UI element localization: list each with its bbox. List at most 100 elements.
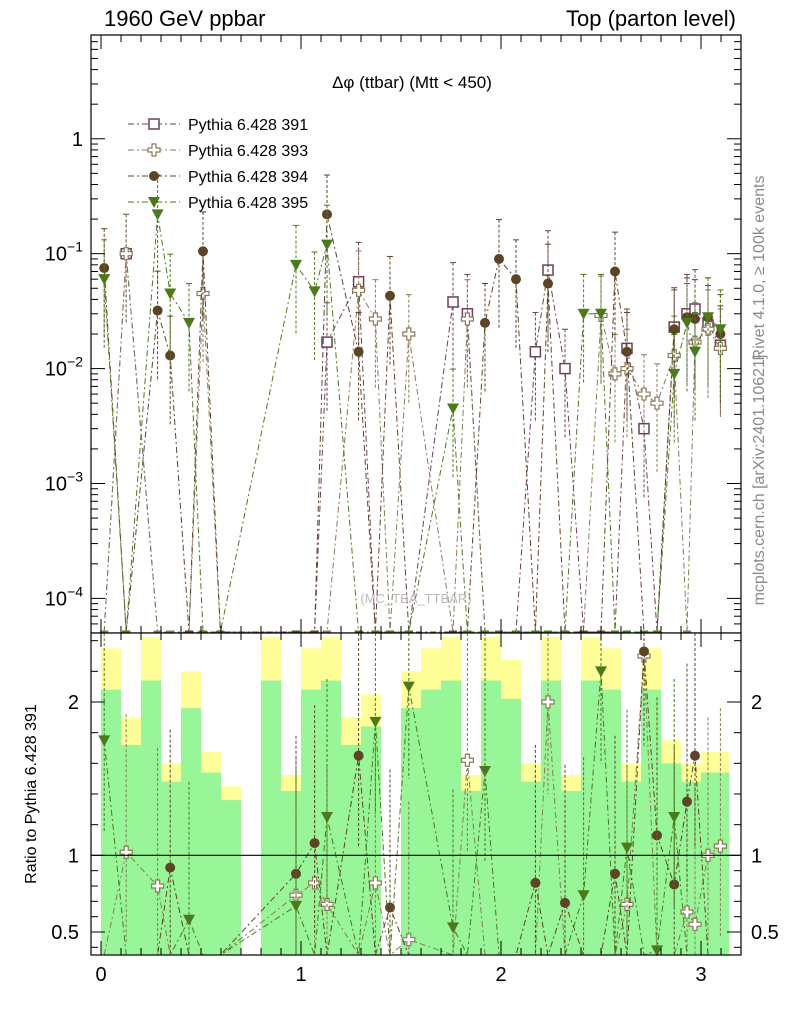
data-point bbox=[385, 290, 395, 301]
data-point bbox=[702, 312, 714, 324]
legend-entry: Pythia 6.428 393 bbox=[188, 143, 308, 160]
data-point bbox=[164, 288, 177, 300]
ratio-series-line bbox=[104, 651, 721, 956]
legend-entry: Pythia 6.428 391 bbox=[188, 117, 308, 134]
main-axes: 10−4 10−3 10−2 10−1 1 bbox=[45, 34, 742, 634]
plot-title: Δφ (ttbar) (Mtt < 450) bbox=[332, 73, 492, 92]
data-point bbox=[460, 312, 474, 326]
ratio-point bbox=[560, 897, 570, 908]
data-point bbox=[368, 312, 382, 326]
series-Pythia-6428-395 bbox=[98, 174, 727, 634]
ratio-point bbox=[98, 735, 111, 747]
x-tick-label: 1 bbox=[295, 964, 306, 986]
data-point bbox=[447, 403, 459, 415]
ratio-point bbox=[119, 845, 133, 859]
data-point bbox=[529, 346, 542, 358]
ratio-point bbox=[577, 890, 590, 902]
ratio-point bbox=[680, 905, 694, 919]
uncertainty-band-inner bbox=[361, 726, 381, 955]
main-data-layer bbox=[98, 174, 727, 634]
ratio-point bbox=[183, 914, 195, 926]
ratio-point bbox=[639, 646, 649, 657]
legend-entry: Pythia 6.428 395 bbox=[188, 195, 308, 212]
y-tick-label: 10−3 bbox=[45, 469, 83, 496]
data-point bbox=[98, 274, 111, 286]
data-point bbox=[151, 209, 164, 221]
y-tick-label: 10−1 bbox=[45, 239, 83, 266]
data-point bbox=[668, 368, 681, 380]
ratio-point bbox=[353, 750, 364, 761]
uncertainty-band-inner bbox=[321, 680, 341, 955]
ratio-point bbox=[165, 862, 176, 873]
data-point bbox=[638, 422, 650, 435]
legend-marker bbox=[148, 197, 160, 208]
uncertainty-band-inner bbox=[521, 781, 541, 955]
x-tick-label: 2 bbox=[495, 964, 506, 986]
uncertainty-band-inner bbox=[461, 790, 481, 955]
uncertainty-band-inner bbox=[501, 698, 521, 955]
mcplots-label: mcplots.cern.ch [arXiv:2401.10621] bbox=[751, 355, 768, 606]
rivet-version-label: Rivet 4.1.0, ≥ 100k events bbox=[751, 176, 768, 361]
data-point bbox=[402, 327, 416, 341]
uncertainty-band-inner bbox=[421, 689, 441, 955]
uncertainty-band-inner bbox=[181, 708, 201, 955]
ratio-y-tick-label-right: 1 bbox=[751, 845, 762, 867]
legend-entry: Pythia 6.428 394 bbox=[188, 169, 308, 186]
data-point bbox=[353, 346, 364, 357]
ratio-point bbox=[447, 922, 459, 934]
ratio-point bbox=[621, 842, 633, 854]
legend: Pythia 6.428 391 Pythia 6.428 393 Pythia 6… bbox=[128, 117, 308, 212]
y-tick-label: 10−2 bbox=[45, 354, 83, 381]
uncertainty-band-inner bbox=[441, 680, 461, 955]
data-point bbox=[610, 266, 620, 277]
ratio-y-tick-label: 2 bbox=[68, 692, 79, 714]
uncertainty-band-inner bbox=[341, 744, 361, 955]
data-point bbox=[595, 308, 607, 320]
main-panel: 10−4 10−3 10−2 10−1 1 Δφ (ttbar) (Mtt < 450)… bbox=[45, 34, 742, 634]
data-point bbox=[447, 296, 459, 308]
data-point bbox=[308, 286, 321, 298]
y-tick-label: 1 bbox=[72, 129, 83, 151]
ratio-panel: 0.5 0.5 1 1 2 2 0 1 2 3 Ratio to Pythia 6.428 391 bbox=[23, 632, 779, 986]
x-tick-label: 0 bbox=[95, 964, 106, 986]
ratio-point bbox=[402, 681, 415, 693]
uncertainty-band-inner bbox=[541, 680, 561, 955]
ratio-point bbox=[541, 695, 555, 709]
ratio-ylabel: Ratio to Pythia 6.428 391 bbox=[23, 704, 40, 884]
ratio-point bbox=[610, 868, 620, 879]
data-point bbox=[321, 239, 333, 251]
uncertainty-band-inner bbox=[601, 689, 621, 955]
ratio-point bbox=[690, 750, 700, 761]
data-point bbox=[650, 396, 664, 410]
data-point bbox=[681, 317, 693, 329]
data-point bbox=[559, 362, 571, 375]
data-point bbox=[290, 259, 302, 271]
data-point bbox=[689, 346, 701, 358]
data-point bbox=[577, 308, 590, 320]
ratio-point bbox=[530, 877, 541, 888]
uncertainty-band-inner bbox=[701, 772, 730, 955]
uncertainty-band-inner bbox=[661, 763, 681, 955]
data-point bbox=[119, 247, 133, 261]
y-tick-label: 10−4 bbox=[45, 583, 83, 610]
data-point bbox=[494, 253, 504, 264]
uncertainty-band-inner bbox=[621, 781, 641, 955]
ratio-point bbox=[369, 716, 382, 728]
ratio-point bbox=[460, 753, 474, 767]
data-point bbox=[152, 305, 163, 316]
uncertainty-band-inner bbox=[401, 708, 421, 955]
data-point bbox=[622, 346, 632, 357]
ratio-y-tick-label-right: 0.5 bbox=[751, 922, 779, 944]
ratio-series-Pythia-6428-395 bbox=[98, 633, 721, 957]
uncertainty-band-inner bbox=[481, 680, 501, 955]
data-point bbox=[480, 317, 490, 328]
energy-label: 1960 GeV ppbar bbox=[104, 6, 265, 31]
data-point bbox=[198, 246, 208, 257]
ratio-y-tick-label: 0.5 bbox=[51, 922, 79, 944]
ratio-point bbox=[309, 838, 320, 849]
data-point bbox=[99, 263, 110, 274]
data-point bbox=[321, 336, 333, 348]
legend-marker bbox=[148, 118, 160, 130]
uncertainty-band-inner bbox=[261, 680, 281, 955]
ratio-point bbox=[651, 945, 663, 957]
